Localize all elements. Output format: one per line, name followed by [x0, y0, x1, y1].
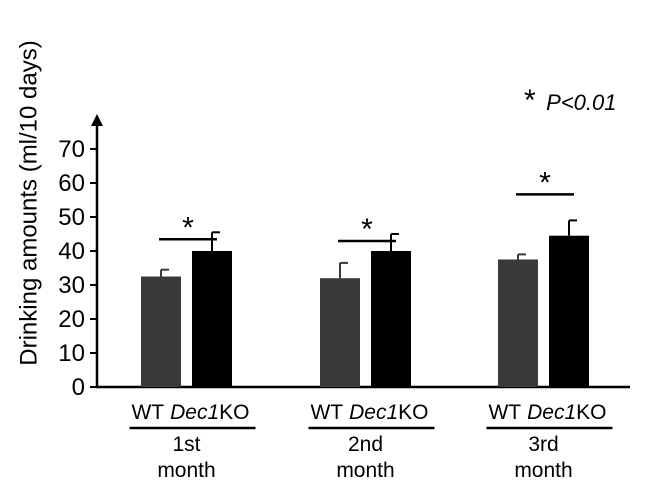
genotype-wt-label: WT: [131, 401, 164, 424]
bar-ko-group-3: [549, 235, 589, 387]
significance-star: *: [182, 211, 194, 244]
group-label-line2: month: [157, 459, 215, 482]
y-tick-label: 50: [58, 204, 85, 231]
group-label-line1: 1st: [172, 433, 200, 456]
genotype-ko-label: Dec1: [527, 401, 576, 424]
genotype-wt-label: WT: [310, 401, 343, 424]
y-axis-label: Drinking amounts (ml/10 days): [15, 40, 42, 365]
significance-star: *: [539, 166, 551, 199]
y-axis-arrow: [91, 114, 103, 126]
y-ticks: 0 10 20 30 40 50 60 70: [58, 136, 97, 401]
genotype-ko-suffix: KO: [576, 401, 606, 424]
y-tick-label: 40: [58, 238, 85, 265]
y-tick-label: 10: [58, 340, 85, 367]
y-tick-label: 20: [58, 306, 85, 333]
genotype-ko-label: Dec1: [170, 401, 219, 424]
y-tick-label: 30: [58, 272, 85, 299]
bar-ko-group-2: [371, 251, 411, 387]
genotype-ko-suffix: KO: [398, 401, 428, 424]
bar-wt-group-1: [141, 276, 181, 387]
y-tick-label: 60: [58, 170, 85, 197]
significance-star: *: [361, 213, 373, 246]
bar-wt-group-3: [498, 259, 538, 387]
y-tick-label: 70: [58, 136, 85, 163]
genotype-ko-label: Dec1: [349, 401, 398, 424]
genotype-wt-label: WT: [488, 401, 521, 424]
bar-wt-group-2: [320, 278, 360, 387]
group-label-line2: month: [336, 459, 394, 482]
group-label-line1: 2nd: [348, 433, 383, 456]
significance-legend: * P<0.01: [524, 84, 616, 117]
significance-legend-text: P<0.01: [546, 90, 616, 115]
genotype-labels: WT Dec1KO: [131, 401, 249, 424]
genotype-ko-suffix: KO: [219, 401, 249, 424]
y-tick-label: 0: [72, 374, 85, 401]
bar-ko-group-1: [192, 251, 232, 387]
genotype-labels: WT Dec1KO: [488, 401, 606, 424]
group-label-line2: month: [514, 459, 572, 482]
bars: * * *: [141, 166, 589, 387]
group-label-line1: 3rd: [528, 433, 558, 456]
genotype-labels: WT Dec1KO: [310, 401, 428, 424]
significance-legend-star: *: [524, 84, 536, 117]
